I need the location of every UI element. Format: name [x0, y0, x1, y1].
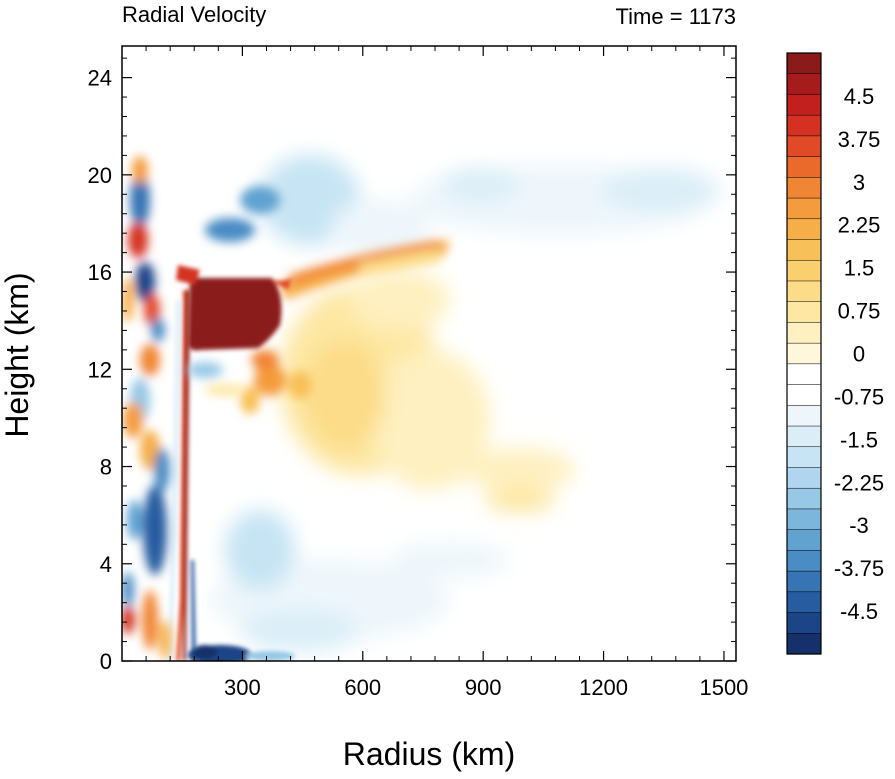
colorbar-frame [786, 52, 822, 655]
outflow-core [176, 265, 292, 351]
colorbar-swatch [786, 259, 822, 282]
colorbar-swatch [786, 612, 822, 634]
colorbar-swatch [786, 239, 822, 261]
chart-title: Radial Velocity [122, 2, 266, 27]
chart-time-label: Time = 1173 [616, 4, 736, 29]
y-tick-label: 20 [88, 163, 112, 188]
colorbar-swatch [786, 322, 822, 344]
colorbar-tick-label: -0.75 [834, 384, 884, 409]
y-tick-label: 12 [88, 357, 112, 382]
colorbar-swatch [786, 177, 822, 199]
colorbar-swatch [786, 73, 822, 95]
colorbar-swatch [786, 550, 822, 572]
upper-inflow [260, 155, 720, 260]
colorbar-tick-label: -3 [849, 513, 869, 538]
colorbar-swatch [786, 114, 822, 137]
colorbar-swatch [786, 570, 822, 593]
y-axis-label: Height (km) [0, 272, 35, 437]
colorbar-tick-label: 0.75 [838, 299, 881, 324]
field-layer [122, 155, 720, 661]
x-tick-label: 900 [465, 675, 502, 700]
colorbar: 4.5 3.75 3 2.25 1.5 0.75 0 -0.75 -1.5 -2.25 -3 -3.7… [786, 52, 884, 655]
colorbar-swatch [786, 156, 822, 178]
y-tick-label: 0 [100, 649, 112, 674]
colorbar-tick-label: 0 [853, 342, 865, 367]
y-tick-label: 4 [100, 552, 112, 577]
colorbar-swatch [786, 94, 822, 116]
colorbar-swatch [786, 197, 822, 220]
colorbar-tick-label: 3 [853, 170, 865, 195]
x-tick-label: 1200 [579, 675, 628, 700]
colorbar-swatch [786, 425, 822, 448]
colorbar-swatch [786, 280, 822, 303]
colorbar-swatch [786, 529, 822, 551]
colorbar-tick-label: 2.25 [838, 213, 881, 238]
colorbar-swatch [786, 633, 822, 655]
colorbar-swatch [786, 508, 822, 531]
x-axis-label: Radius (km) [343, 736, 515, 772]
colorbar-swatch [786, 384, 822, 406]
plot-frame [121, 45, 737, 662]
colorbar-tick-label: -1.5 [840, 427, 878, 452]
colorbar-swatch [786, 301, 822, 323]
lower-inflow [210, 510, 510, 652]
colorbar-swatch [786, 52, 822, 75]
colorbar-tick-label: -4.5 [840, 599, 878, 624]
x-tick-label: 1500 [699, 675, 748, 700]
colorbar-swatch [786, 446, 822, 469]
colorbar-tick-label: 3.75 [838, 127, 881, 152]
x-tick-label: 300 [224, 675, 261, 700]
colorbar-swatch [786, 218, 822, 241]
y-tick-label: 24 [88, 66, 112, 91]
boundary-inflow [188, 645, 295, 661]
colorbar-tick-label: -2.25 [834, 470, 884, 495]
colorbar-swatch [786, 363, 822, 386]
eyewall [168, 290, 196, 661]
colorbar-tick-label: 4.5 [844, 84, 875, 109]
outflow-jet [240, 240, 450, 414]
colorbar-swatch [786, 467, 822, 489]
colorbar-swatch [786, 135, 822, 158]
colorbar-tick-label: -3.75 [834, 556, 884, 581]
core-bands [122, 156, 280, 660]
colorbar-swatch [786, 487, 822, 510]
outflow-broad [280, 270, 575, 512]
axis-ticks: 300 600 900 1200 1500 0 4 8 12 16 20 24 [88, 46, 748, 700]
y-tick-label: 8 [100, 455, 112, 480]
x-tick-label: 600 [344, 675, 381, 700]
colorbar-swatch [786, 405, 822, 427]
colorbar-swatch [786, 342, 822, 365]
colorbar-tick-label: 1.5 [844, 256, 875, 281]
colorbar-swatch [786, 591, 822, 614]
y-tick-label: 16 [88, 260, 112, 285]
